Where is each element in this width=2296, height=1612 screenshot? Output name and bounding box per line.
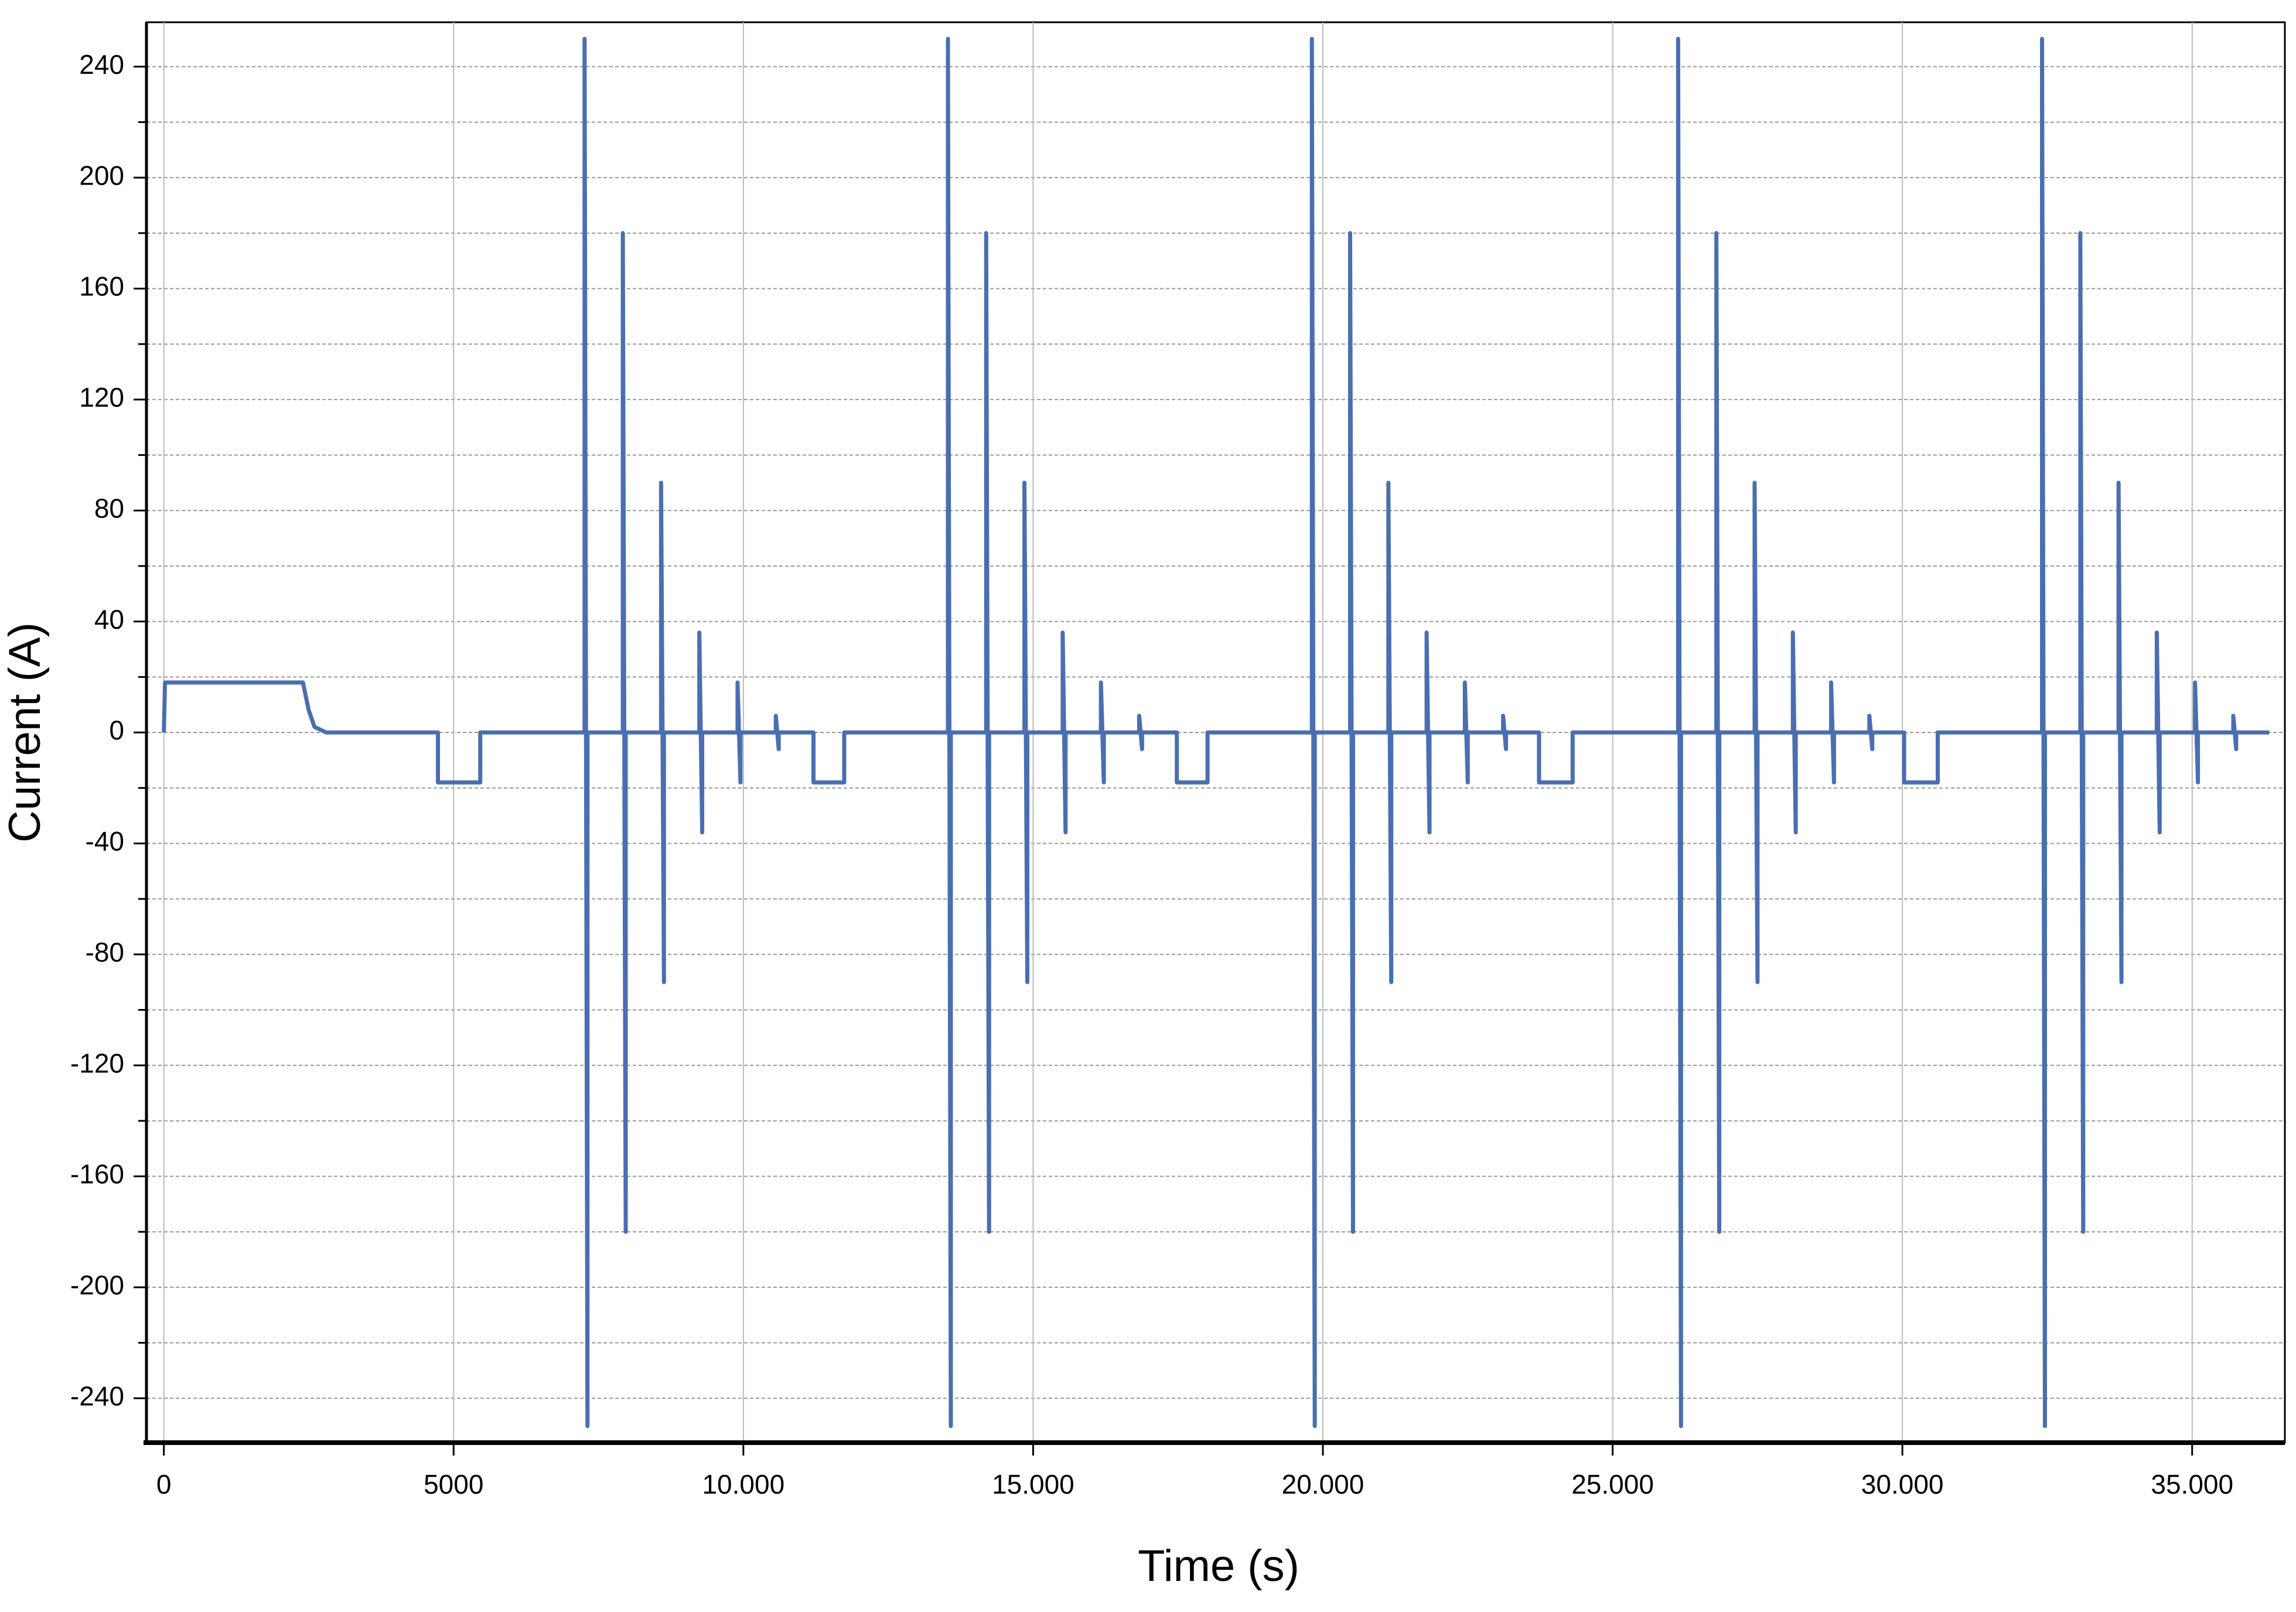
y-tick-label: -120 xyxy=(70,1048,124,1078)
x-tick-label: 0 xyxy=(156,1469,172,1499)
y-tick-label: 40 xyxy=(94,604,124,635)
y-tick-label: -80 xyxy=(86,937,124,967)
x-tick-label: 25.000 xyxy=(1571,1469,1654,1499)
data-line xyxy=(162,36,2270,1429)
y-tick-label: 120 xyxy=(79,382,124,413)
y-tick-label: 240 xyxy=(79,49,124,80)
x-tick-label: 30.000 xyxy=(1861,1469,1944,1499)
y-tick-label: 0 xyxy=(109,715,124,745)
x-axis-label: Time (s) xyxy=(1138,1541,1299,1591)
x-tick-label: 10.000 xyxy=(702,1469,784,1499)
y-tick-label: 80 xyxy=(94,493,124,523)
x-tick-label: 15.000 xyxy=(992,1469,1074,1499)
y-tick-label: 200 xyxy=(79,160,124,190)
x-tick-label: 35.000 xyxy=(2151,1469,2233,1499)
y-tick-label: -200 xyxy=(70,1270,124,1300)
y-tick-label: 160 xyxy=(79,271,124,302)
y-tick-label: -40 xyxy=(86,826,124,857)
y-axis-label: Current (A) xyxy=(0,622,50,843)
y-tick-label: -160 xyxy=(70,1159,124,1190)
x-tick-label: 5000 xyxy=(424,1469,483,1499)
y-tick-label: -240 xyxy=(70,1381,124,1411)
x-tick-label: 20.000 xyxy=(1282,1469,1364,1499)
